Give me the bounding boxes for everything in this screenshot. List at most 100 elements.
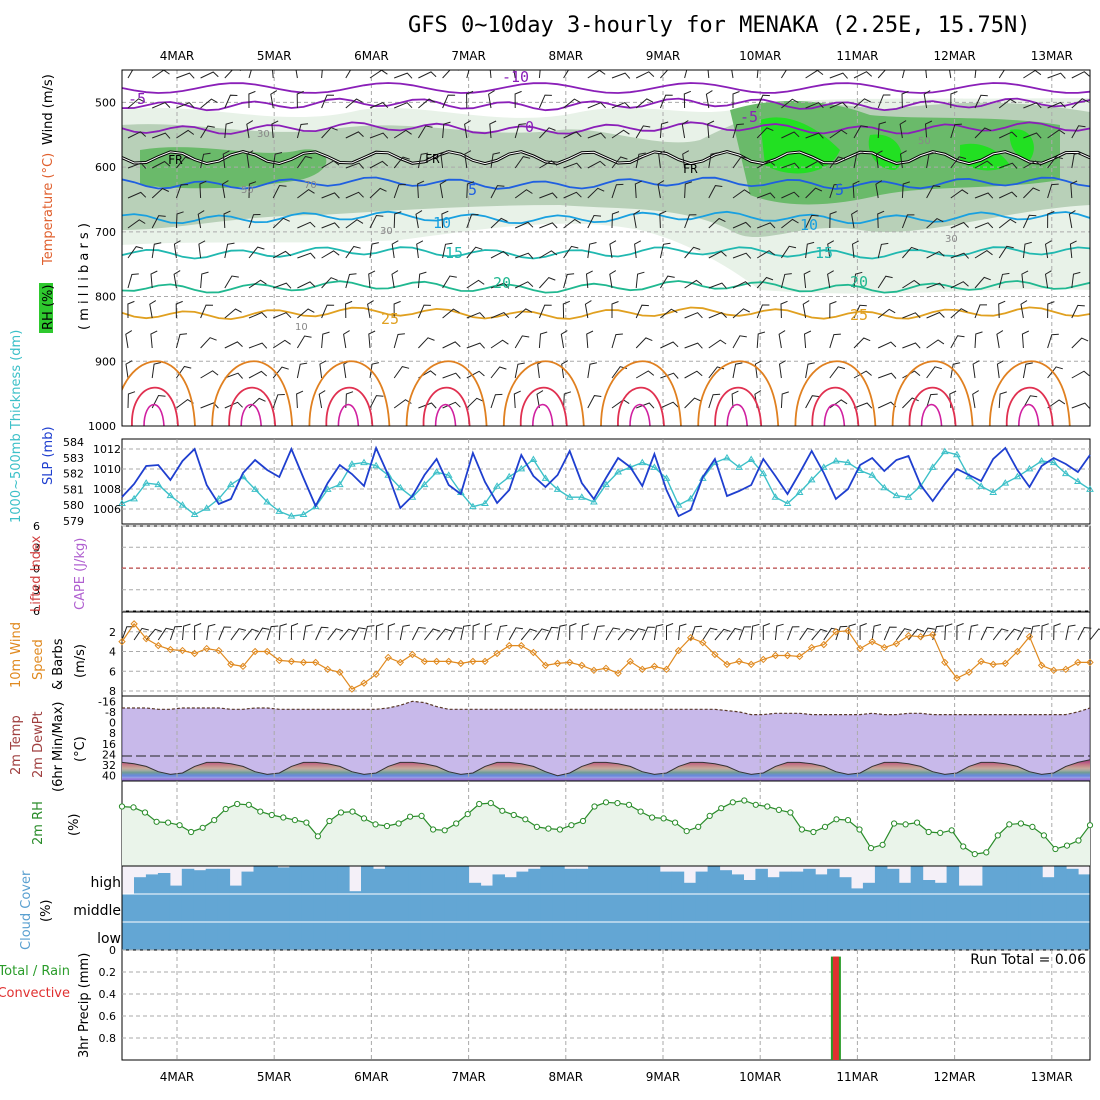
cloud-middle-bar: [384, 894, 398, 922]
upper-wind-barb: [877, 275, 893, 289]
thickness-marker: [481, 499, 489, 507]
cloud-high-bar: [1078, 874, 1091, 894]
thickness-marker: [166, 491, 175, 499]
thickness-marker: [1025, 464, 1034, 472]
upper-wind-barb: [127, 162, 147, 169]
cloud-middle-bar: [671, 894, 685, 922]
cloud-middle-bar: [504, 894, 517, 922]
upper-wind-barb: [224, 94, 238, 109]
upper-wind-barb: [635, 271, 645, 289]
upper-wind-barb: [1044, 270, 1052, 289]
upper-wind-barb: [417, 180, 425, 199]
top-date-label: 5MAR: [257, 49, 292, 63]
thickness-marker: [577, 493, 586, 500]
upper-wind-barb: [829, 129, 848, 139]
upper-wind-barb: [248, 312, 268, 319]
cloud-high-bar: [552, 866, 565, 894]
upper-wind-barb: [514, 189, 533, 199]
upper-wind-barb: [466, 246, 483, 259]
wind10-markers: [118, 620, 1094, 693]
cloud-low-bar: [994, 922, 1007, 950]
upper-wind-barb: [803, 330, 812, 349]
wind10-barb: [327, 628, 344, 641]
low-contour-core: [434, 403, 457, 426]
upper-wind-barb: [464, 120, 471, 139]
isotherm-minus10: [122, 82, 1090, 94]
cloud-middle-bar: [277, 894, 290, 922]
cloud-low-bar: [134, 922, 147, 950]
cloud-middle-bar: [337, 894, 350, 922]
upper-wind-barb: [272, 394, 285, 409]
cloud-middle-bar: [827, 894, 840, 922]
freezing-level-core: [122, 151, 1090, 165]
upper-wind-barb: [246, 120, 254, 139]
upper-wind-barb: [200, 125, 215, 139]
wind10-marker: [941, 658, 949, 667]
cloud-middle-label: middle: [73, 903, 121, 919]
cloud-middle-bar: [1078, 894, 1091, 922]
upper-wind-barb: [151, 187, 170, 199]
upper-wind-barb: [659, 94, 673, 109]
wind10-marker: [602, 664, 610, 673]
cloud-cover-label: Cloud Cover: [19, 870, 34, 950]
upper-wind-barb: [539, 192, 558, 199]
cloud-high-bar: [791, 871, 804, 894]
upper-wind-barb: [200, 271, 209, 289]
low-contour-core: [823, 403, 846, 426]
upper-wind-barb: [321, 331, 330, 349]
thickness-marker: [1037, 457, 1046, 464]
upper-wind-barb: [1022, 241, 1032, 259]
upper-wind-barb: [705, 90, 713, 109]
rh2m-marker: [418, 812, 425, 820]
upper-wind-barb: [561, 360, 569, 379]
upper-wind-barb: [1023, 102, 1042, 109]
cloud-high-bar: [659, 871, 673, 894]
upper-wind-barb: [466, 370, 485, 379]
low-contour-core: [920, 403, 943, 426]
upper-wind-barb: [998, 245, 1014, 259]
rh2m-marker: [234, 800, 241, 808]
low-contour-core: [532, 403, 554, 426]
slp-label: SLP (mb): [41, 426, 56, 485]
cloud-middle-bar: [552, 894, 565, 922]
rh2m-marker: [245, 801, 252, 808]
rh2m-marker: [579, 817, 587, 825]
upper-wind-barb: [223, 210, 231, 229]
upper-wind-barb: [875, 180, 883, 199]
cloud-units: (%): [39, 900, 54, 923]
upper-wind-barb: [635, 337, 653, 349]
wind10-marker: [553, 659, 562, 668]
cloud-high-bar: [862, 882, 876, 894]
wind10-marker: [916, 632, 925, 641]
upper-wind-barb: [950, 308, 968, 319]
upper-wind-barb: [466, 397, 484, 409]
cloud-low-bar: [516, 922, 529, 950]
cloud-low-bar: [922, 922, 936, 950]
thickness-marker: [529, 455, 538, 462]
rh2m-marker: [430, 826, 437, 833]
upper-wind-barb: [902, 279, 921, 289]
wind10-marker: [989, 660, 997, 669]
upper-wind-barb: [707, 120, 715, 139]
thickness-marker: [928, 463, 937, 470]
cloud-middle-bar: [874, 894, 888, 922]
cloud-low-bar: [408, 922, 422, 950]
wind10-marker: [1062, 665, 1070, 674]
wind10-marker: [493, 649, 501, 658]
wind10-marker: [287, 657, 296, 666]
cloud-middle-bar: [361, 894, 374, 922]
upper-wind-barb: [901, 181, 910, 199]
upper-wind-barb: [272, 184, 287, 199]
wind10-barb: [992, 628, 1009, 641]
bottom-date-labels: 4MAR 5MAR 6MAR 7MAR 8MAR 9MAR 10MAR 11MAR 12MAR 1…: [160, 1070, 1073, 1084]
upper-wind-barb: [974, 222, 994, 229]
slp-tick-label: 1008: [93, 483, 121, 496]
upper-wind-barb: [974, 331, 983, 349]
upper-wind-barb: [853, 370, 872, 379]
wind10-marker: [686, 633, 695, 642]
cloud-high-bar: [612, 866, 625, 894]
upper-wind-barb: [369, 102, 389, 109]
precip-y-ticks: 0 0.2 0.4 0.6 0.8: [99, 944, 117, 1045]
temperature-contour-label: -10: [502, 68, 529, 86]
cloud-middle-bar: [958, 894, 971, 922]
